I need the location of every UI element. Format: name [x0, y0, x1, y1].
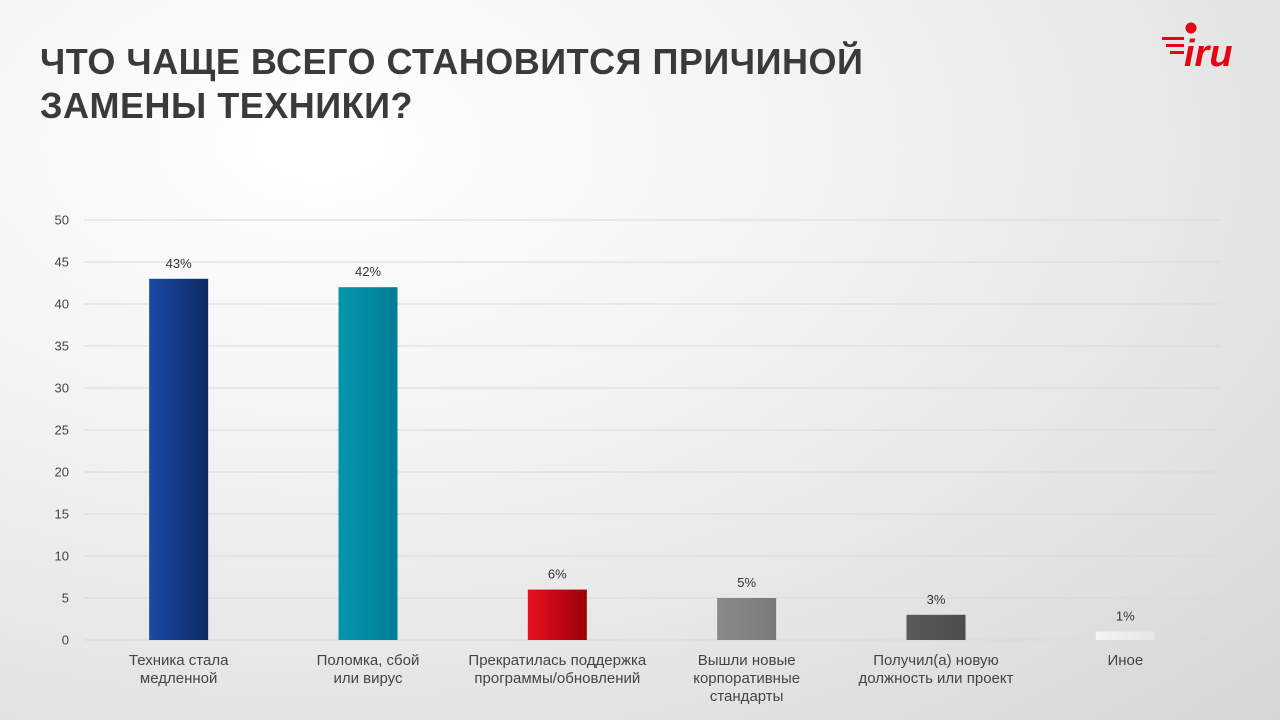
y-tick-label: 25: [55, 423, 69, 438]
bar: [149, 278, 209, 640]
category-label: Получил(а) новую должность или проект: [859, 652, 1014, 687]
data-label: 43%: [166, 256, 192, 271]
bar: [906, 614, 966, 640]
grid-lines: [84, 219, 1220, 641]
data-label: 1%: [1116, 609, 1135, 624]
category-label: Вышли новые корпоративные стандарты: [693, 652, 800, 705]
bar: [717, 598, 777, 640]
category-label: Иное: [1107, 652, 1143, 669]
y-tick-label: 5: [62, 591, 69, 606]
category-label: Прекратилась поддержка программы/обновлен…: [468, 652, 646, 687]
iru-logo: iru: [1162, 22, 1233, 72]
bar: [1095, 631, 1155, 640]
page-title: ЧТО ЧАЩЕ ВСЕГО СТАНОВИТСЯ ПРИЧИНОЙ ЗАМЕН…: [40, 40, 1040, 128]
y-tick-label: 40: [55, 297, 69, 312]
y-tick-label: 20: [55, 465, 69, 480]
data-label: 3%: [927, 592, 946, 607]
y-tick-label: 15: [55, 507, 69, 522]
y-tick-label: 10: [55, 549, 69, 564]
data-label: 42%: [355, 264, 381, 279]
logo-speed-line-2: [1166, 44, 1184, 47]
bar: [527, 589, 587, 640]
data-label: 5%: [737, 575, 756, 590]
logo-text: iru: [1184, 33, 1233, 72]
page-title-line-2: ЗАМЕНЫ ТЕХНИКИ?: [40, 85, 414, 126]
logo-speed-line-3: [1170, 51, 1184, 54]
y-axis-ticks: 0 5 10 15 20 25 30 35 40 45 50: [55, 213, 69, 648]
y-tick-label: 30: [55, 381, 69, 396]
category-label: Техника стала медленной: [129, 652, 229, 687]
data-label: 6%: [548, 567, 567, 582]
y-tick-label: 0: [62, 633, 69, 648]
data-labels: 43% 42% 6% 5% 3% 1%: [166, 256, 1136, 624]
logo-dot: [1185, 22, 1197, 34]
page-title-line-1: ЧТО ЧАЩЕ ВСЕГО СТАНОВИТСЯ ПРИЧИНОЙ: [40, 41, 864, 82]
bar: [338, 287, 398, 640]
y-tick-label: 45: [55, 255, 69, 270]
logo-speed-line-1: [1162, 37, 1184, 40]
bars: [149, 278, 1155, 640]
category-labels: Техника стала медленной Поломка, сбой или в…: [129, 652, 1143, 705]
y-tick-label: 35: [55, 339, 69, 354]
category-label: Поломка, сбой или вирус: [317, 652, 420, 687]
y-tick-label: 50: [55, 213, 69, 228]
